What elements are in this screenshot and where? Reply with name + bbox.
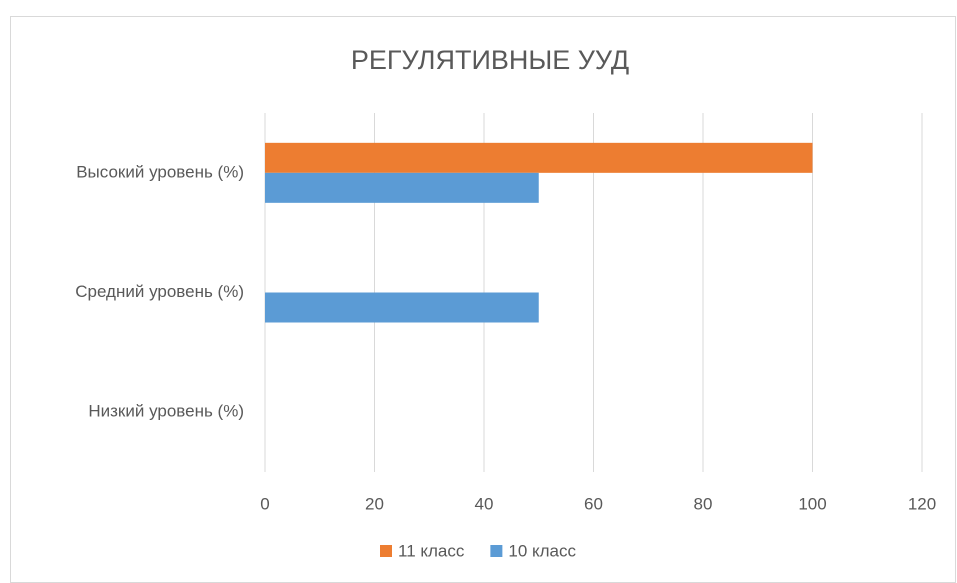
legend-label: 11 класс — [398, 541, 465, 560]
x-tick-label: 60 — [584, 494, 603, 513]
bar — [265, 292, 539, 323]
legend-swatch — [490, 545, 503, 557]
x-tick-label: 120 — [908, 494, 936, 513]
chart-title: РЕГУЛЯТИВНЫЕ УУД — [351, 45, 629, 75]
x-tick-label: 20 — [365, 494, 384, 513]
x-tick-label: 80 — [694, 494, 713, 513]
y-tick-label: Средний уровень (%) — [75, 282, 244, 301]
legend-swatch — [380, 545, 392, 557]
bar — [265, 142, 813, 173]
y-tick-label: Низкий уровень (%) — [88, 402, 244, 421]
x-tick-label: 40 — [475, 494, 494, 513]
x-tick-label: 100 — [798, 494, 826, 513]
y-tick-label: Высокий уровень (%) — [76, 162, 244, 181]
legend-label: 10 класс — [508, 541, 576, 560]
x-tick-label: 0 — [260, 494, 269, 513]
bar — [265, 172, 539, 203]
